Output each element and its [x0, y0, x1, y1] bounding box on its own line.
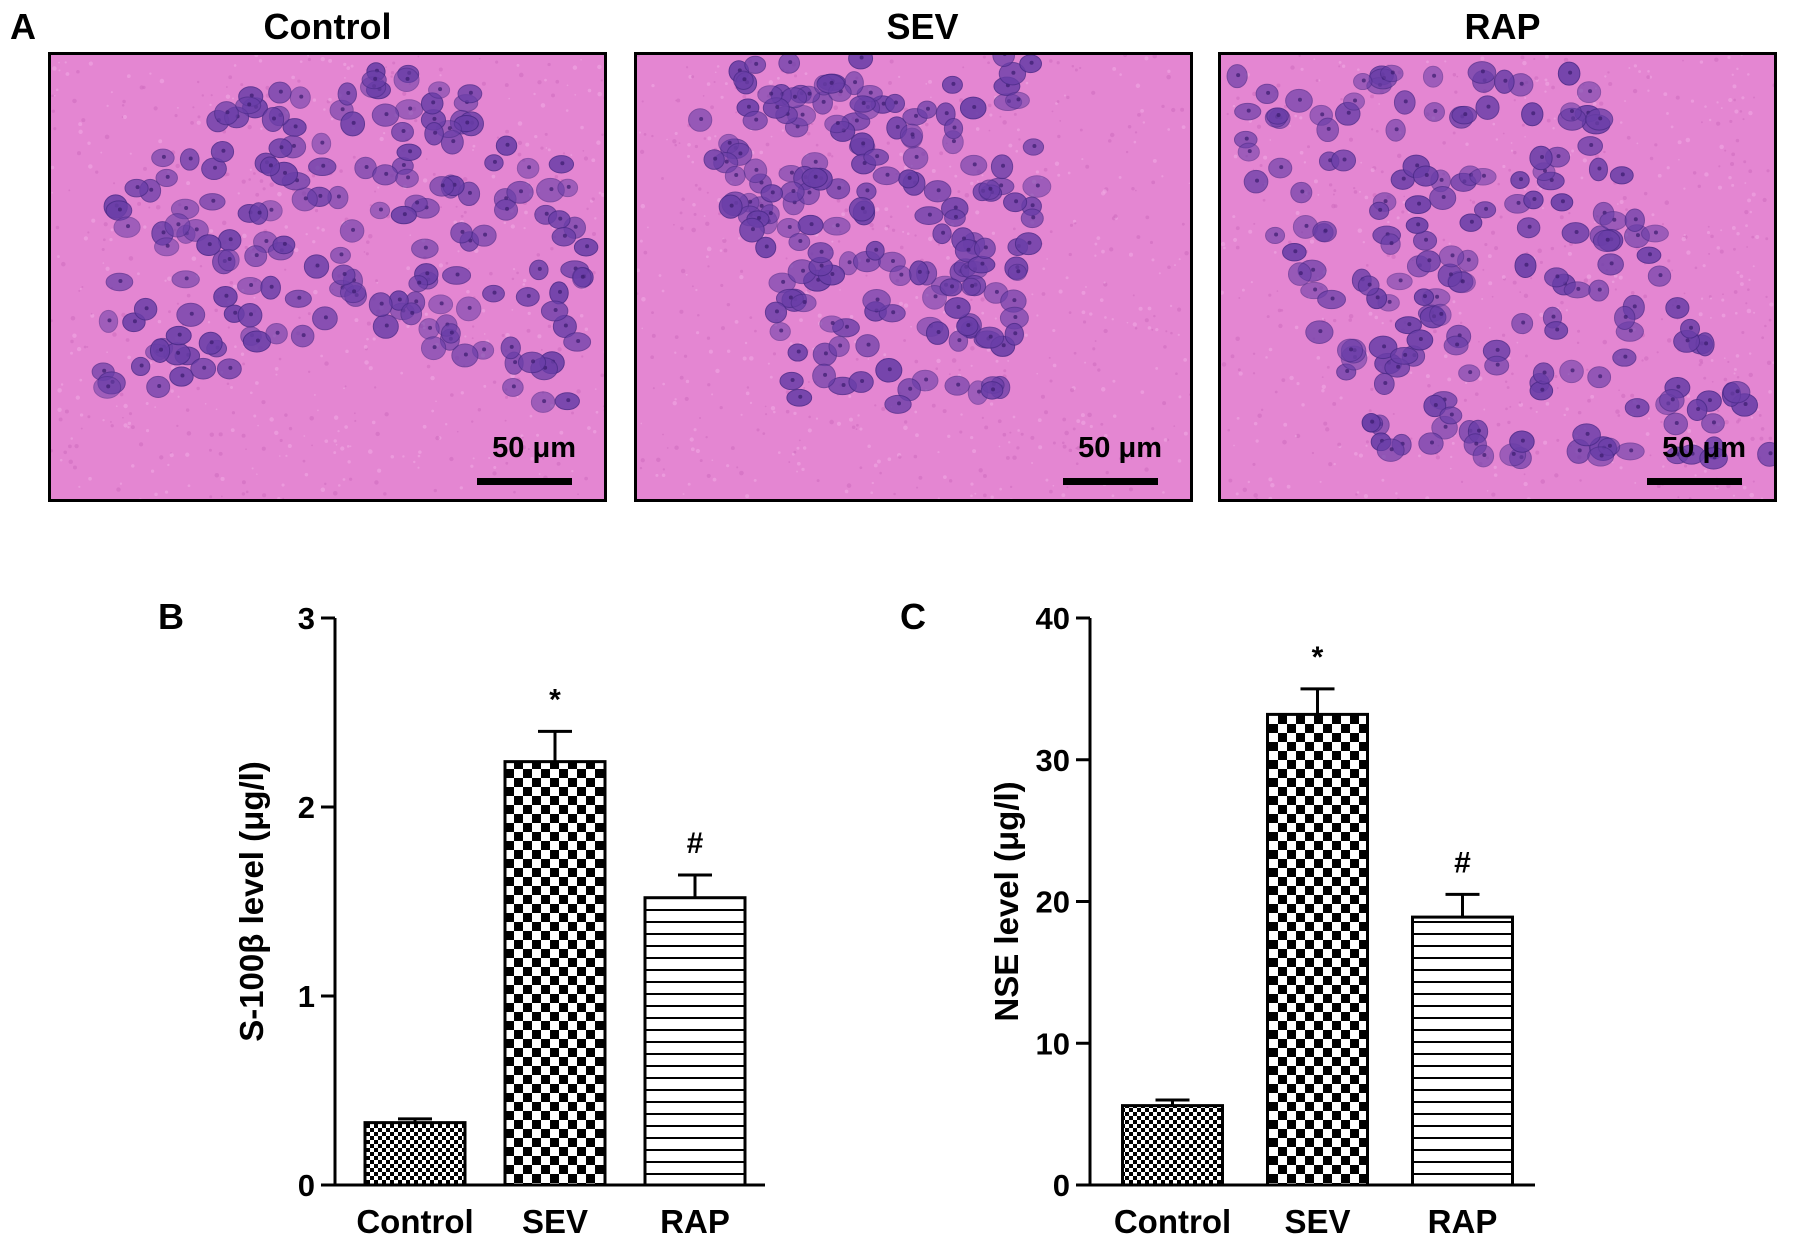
scale-bar-rap: [1647, 478, 1742, 485]
significance-marker: #: [1454, 846, 1471, 879]
micrograph-title-control: Control: [263, 6, 392, 47]
bar-sev: [503, 760, 607, 1187]
x-tick-label: SEV: [522, 1203, 588, 1240]
bar-rap: [1411, 915, 1514, 1187]
chart-nse-svg: 0 10 20 30 40 NSE level (μg/l) Control * SEV # RAP: [988, 601, 1535, 1240]
micrograph-title-rap: RAP: [1464, 6, 1541, 47]
y-tick-label: 3: [298, 601, 315, 636]
micrograph-title-sev: SEV: [886, 6, 959, 47]
panel-a-label: A: [10, 6, 36, 47]
chart-s100b: 0 1 2 3 S-100β level (μg/l) Control * SEV # RAP: [190, 580, 790, 1250]
scale-bar-sev: [1063, 478, 1158, 485]
y-tick-label: 1: [298, 979, 315, 1014]
micrograph-control: 50 μm: [48, 52, 607, 502]
y-axis-label: NSE level (μg/l): [988, 781, 1025, 1021]
significance-marker: #: [687, 827, 704, 860]
y-tick-label: 0: [1053, 1168, 1070, 1203]
x-tick-label: RAP: [1428, 1203, 1498, 1240]
micrograph-sev: 50 μm: [634, 52, 1193, 502]
panel-c-label: C: [900, 596, 926, 637]
bar-rap: [643, 896, 747, 1187]
y-tick-label: 40: [1036, 601, 1070, 636]
scale-label-control: 50 μm: [492, 432, 576, 464]
bar-control: [1121, 1104, 1224, 1187]
x-tick-label: SEV: [1284, 1203, 1350, 1240]
scale-label-rap: 50 μm: [1662, 432, 1746, 464]
y-tick-label: 2: [298, 790, 315, 825]
micrograph-control-image: [51, 55, 604, 499]
significance-marker: *: [1312, 641, 1324, 674]
scale-bar-control: [477, 478, 572, 485]
y-tick-label: 30: [1036, 743, 1070, 778]
y-tick-label: 20: [1036, 885, 1070, 920]
chart-nse: 0 10 20 30 40 NSE level (μg/l) Control * SEV # RAP: [945, 580, 1565, 1250]
bar-sev: [1266, 712, 1369, 1187]
y-tick-label: 0: [298, 1168, 315, 1203]
bar-control: [363, 1121, 467, 1187]
micrograph-rap-image: [1221, 55, 1774, 499]
micrograph-sev-image: [637, 55, 1190, 499]
micrograph-rap: 50 μm: [1218, 52, 1777, 502]
panel-b-label: B: [158, 596, 184, 637]
chart-s100b-svg: 0 1 2 3 S-100β level (μg/l) Control * SEV # RAP: [233, 601, 765, 1240]
significance-marker: *: [549, 683, 561, 716]
x-tick-label: RAP: [660, 1203, 730, 1240]
y-tick-label: 10: [1036, 1026, 1070, 1061]
x-tick-label: Control: [356, 1203, 473, 1240]
scale-label-sev: 50 μm: [1078, 432, 1162, 464]
y-axis-label: S-100β level (μg/l): [233, 761, 270, 1042]
x-tick-label: Control: [1114, 1203, 1231, 1240]
